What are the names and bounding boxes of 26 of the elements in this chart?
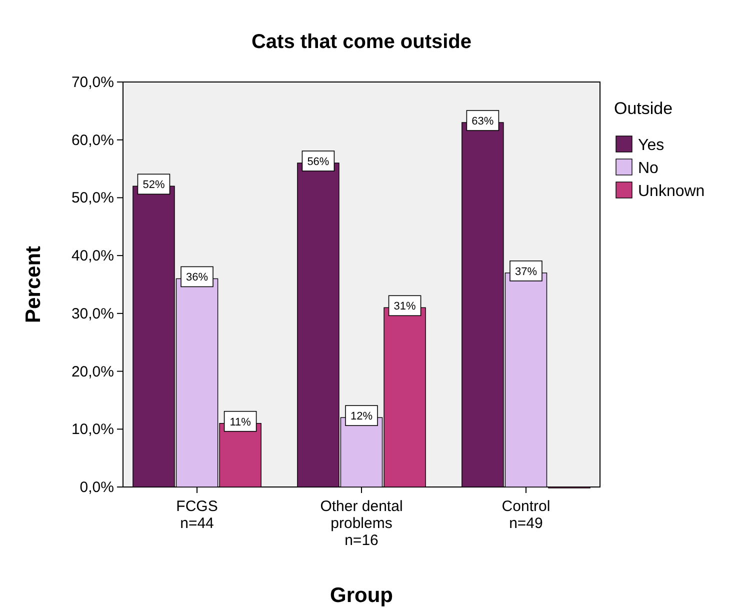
x-tick-label: FCGS n=44: [176, 498, 218, 532]
chart-title: Cats that come outside: [251, 31, 472, 53]
data-label: 12%: [350, 410, 373, 423]
y-tick-label: 40,0%: [71, 248, 114, 265]
data-label: 11%: [230, 416, 252, 428]
y-tick-label: 30,0%: [71, 305, 114, 322]
y-tick-label: 70,0%: [71, 74, 114, 91]
y-tick-label: 60,0%: [71, 132, 114, 149]
legend-label: Yes: [638, 137, 664, 154]
legend-title: Outside: [614, 99, 673, 118]
data-label: 36%: [186, 272, 208, 284]
y-tick-label: 0,0%: [80, 479, 114, 496]
x-tick-label: Other dental problems n=16: [320, 498, 403, 549]
legend-label: Unknown: [638, 183, 705, 200]
y-axis-title: Percent: [22, 246, 45, 324]
data-label: 37%: [514, 266, 538, 278]
y-tick-label: 50,0%: [71, 190, 114, 207]
legend-label: No: [638, 160, 659, 177]
data-label: 63%: [472, 116, 494, 128]
x-tick-label: Control n=49: [502, 498, 550, 532]
y-tick-label: 20,0%: [71, 363, 114, 380]
data-label: 56%: [307, 156, 330, 168]
x-axis-title: Group: [330, 584, 393, 607]
data-label: 52%: [142, 179, 165, 192]
y-tick-label: 10,0%: [71, 421, 114, 438]
data-label: 31%: [394, 300, 416, 313]
